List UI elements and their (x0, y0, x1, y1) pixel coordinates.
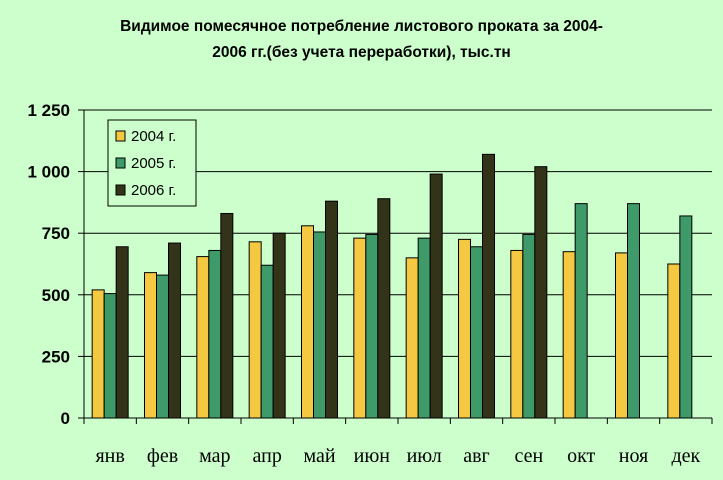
bar (365, 233, 379, 419)
y-tick-label: 1 000 (27, 163, 70, 182)
bar (196, 256, 210, 419)
x-tick-label: фев (147, 445, 178, 467)
bar (429, 173, 443, 419)
legend-label: 2005 г. (131, 155, 176, 172)
bar (103, 293, 117, 419)
bar (667, 263, 681, 419)
bar (260, 264, 274, 419)
bar (534, 166, 548, 419)
bar (417, 237, 431, 419)
y-tick-label: 1 250 (27, 101, 70, 120)
chart-title-line-1: Видимое помесячное потребление листового… (120, 18, 603, 35)
chart-title: Видимое помесячное потребление листового… (0, 14, 723, 66)
bar (679, 215, 693, 419)
bar (458, 238, 471, 419)
x-tick-label: ноя (619, 445, 649, 467)
bar (220, 212, 234, 419)
bar (470, 246, 483, 419)
x-tick-label: окт (567, 445, 595, 467)
bar (562, 251, 576, 419)
bar (510, 249, 524, 419)
bar (405, 257, 419, 419)
y-tick-label: 250 (42, 347, 70, 366)
x-tick-label: май (303, 445, 335, 467)
legend-label: 2006 г. (131, 182, 176, 199)
x-tick-label: апр (253, 445, 282, 467)
bar (156, 274, 169, 419)
legend-label: 2004 г. (131, 128, 176, 145)
bar (615, 252, 628, 419)
y-tick-label: 0 (61, 409, 70, 428)
x-tick-label: авг (463, 445, 490, 467)
bar (301, 225, 314, 419)
bar (574, 203, 588, 419)
bar (482, 153, 495, 419)
y-tick-label: 500 (42, 286, 70, 305)
x-tick-label: июн (354, 445, 391, 467)
bar (272, 232, 286, 419)
bar (313, 231, 326, 419)
bar (627, 203, 640, 419)
bar (377, 198, 391, 419)
x-tick-label: дек (671, 445, 700, 467)
bar (353, 237, 367, 419)
x-tick-label: мар (199, 445, 230, 467)
x-tick-label: янв (95, 445, 124, 467)
legend-swatch (115, 184, 126, 196)
bar (168, 242, 181, 419)
bar (208, 249, 222, 419)
y-tick-label: 750 (42, 224, 70, 243)
legend-swatch (115, 130, 126, 142)
x-tick-label: сен (514, 445, 543, 467)
legend-swatch (115, 157, 126, 169)
x-tick-label: июл (407, 445, 442, 467)
chart-title-line-2: 2006 гг.(без учета переработки), тыс.тн (212, 44, 511, 61)
bar (522, 233, 536, 419)
bar (144, 272, 157, 419)
bar (115, 246, 129, 419)
bar (91, 289, 105, 419)
bar (248, 241, 262, 419)
bar (325, 200, 338, 419)
